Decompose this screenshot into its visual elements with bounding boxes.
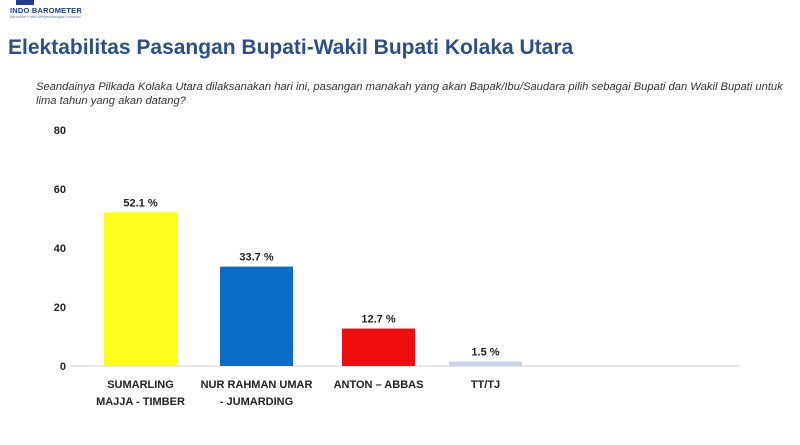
bar bbox=[104, 212, 177, 366]
x-tick-label: ANTON – ABBAS bbox=[334, 379, 424, 391]
bar bbox=[220, 266, 293, 366]
logo-mark bbox=[16, 0, 34, 5]
logo-tagline: Barometer Publik Menyeimbangkan Informas… bbox=[10, 15, 81, 19]
x-tick-label: SUMARLING bbox=[107, 379, 174, 391]
data-label: 12.7 % bbox=[361, 314, 395, 326]
x-tick-label: TT/TJ bbox=[471, 379, 500, 391]
data-label: 1.5 % bbox=[471, 347, 499, 359]
bar bbox=[342, 328, 415, 366]
x-tick-label: - JUMARDING bbox=[220, 396, 293, 408]
logo-name: INDO BAROMETER bbox=[10, 6, 82, 15]
bar bbox=[449, 361, 522, 366]
y-tick-label: 20 bbox=[54, 302, 66, 314]
page-title: Elektabilitas Pasangan Bupati-Wakil Bupa… bbox=[8, 36, 574, 59]
data-label: 52.1 % bbox=[123, 197, 157, 209]
survey-question: Seandainya Pilkada Kolaka Utara dilaksan… bbox=[36, 81, 783, 107]
y-tick-label: 80 bbox=[54, 125, 66, 137]
y-tick-label: 60 bbox=[54, 184, 66, 196]
y-tick-label: 0 bbox=[60, 361, 66, 373]
x-tick-label: NUR RAHMAN UMAR bbox=[201, 379, 313, 391]
x-tick-label: MAJJA - TIMBER bbox=[96, 396, 185, 408]
data-label: 33.7 % bbox=[239, 252, 273, 264]
y-tick-label: 40 bbox=[54, 243, 66, 255]
bar-chart: 0 20 40 60 80 52.1 % SUMARLING MAJJA - TIMBER 33… bbox=[54, 125, 740, 408]
logo: INDO BAROMETER Barometer Publik Menyeimb… bbox=[6, 0, 96, 22]
